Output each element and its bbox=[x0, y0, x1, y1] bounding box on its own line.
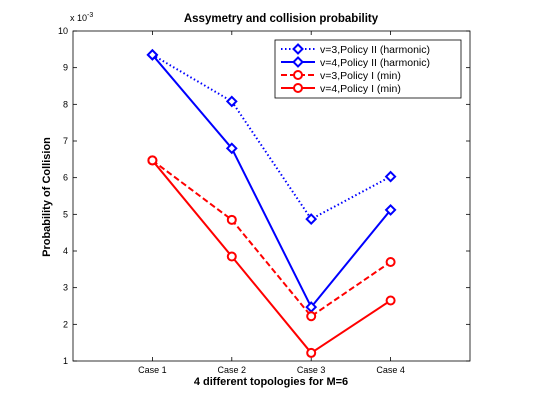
legend-marker-3 bbox=[293, 83, 303, 93]
y-multiplier-base: x 10 bbox=[70, 13, 87, 23]
legend-marker-0 bbox=[292, 43, 304, 55]
y-tick-label-2: 3 bbox=[63, 283, 68, 293]
series-0-point-2 bbox=[225, 95, 238, 108]
series-3-point-2 bbox=[226, 251, 237, 262]
y-tick-label-1: 2 bbox=[63, 319, 68, 329]
legend-label-3: v=4,Policy I (min) bbox=[320, 83, 401, 95]
series-3-point-4 bbox=[385, 295, 396, 306]
y-tick-label-7: 8 bbox=[63, 99, 68, 109]
series-1-point-2 bbox=[225, 142, 238, 155]
x-tick-label-1: Case 1 bbox=[138, 365, 167, 375]
legend-label-2: v=3,Policy I (min) bbox=[320, 70, 401, 82]
series-1-point-1 bbox=[146, 48, 159, 61]
chart-title: Assymetry and collision probability bbox=[184, 13, 379, 25]
y-tick-label-8: 9 bbox=[63, 63, 68, 73]
series-line-2 bbox=[151, 159, 392, 318]
y-tick-label-6: 7 bbox=[63, 136, 68, 146]
series-layer bbox=[146, 48, 397, 358]
series-0-point-4 bbox=[384, 170, 397, 183]
legend-marker-1 bbox=[292, 56, 304, 68]
legend-label-0: v=3,Policy II (harmonic) bbox=[320, 44, 430, 56]
series-2-point-2 bbox=[226, 214, 237, 225]
series-3 bbox=[147, 155, 396, 358]
y-tick-label-3: 4 bbox=[63, 246, 68, 256]
x-tick-label-4: Case 4 bbox=[376, 365, 405, 375]
y-multiplier: x 10-3 bbox=[70, 12, 93, 23]
x-tick-label-3: Case 3 bbox=[297, 365, 326, 375]
series-0-point-3 bbox=[305, 213, 318, 226]
series-1-point-4 bbox=[384, 204, 397, 216]
legend: v=3,Policy II (harmonic)v=4,Policy II (h… bbox=[274, 39, 462, 99]
series-3-point-1 bbox=[147, 155, 158, 166]
x-tick-label-2: Case 2 bbox=[218, 365, 247, 375]
series-line-1 bbox=[151, 54, 392, 309]
x-axis-label: 4 different topologies for M=6 bbox=[194, 376, 348, 388]
series-2-point-4 bbox=[385, 257, 396, 267]
legend-marker-2 bbox=[293, 70, 303, 80]
series-2-point-3 bbox=[306, 311, 317, 322]
y-tick-label-0: 1 bbox=[63, 356, 68, 366]
series-line-3 bbox=[151, 159, 392, 354]
axis-ticks: 1 2 3 4 5 6 7 8 9 10 Case 1 Case 2 Case 3 Case 4 bbox=[58, 26, 470, 375]
y-axis-label: Probability of Collision bbox=[41, 137, 53, 257]
y-tick-label-5: 6 bbox=[63, 173, 68, 183]
y-multiplier-exponent: -3 bbox=[87, 12, 93, 19]
y-tick-label-9: 10 bbox=[58, 26, 68, 36]
legend-label-1: v=4,Policy II (harmonic) bbox=[320, 57, 430, 69]
series-3-point-3 bbox=[306, 347, 317, 358]
y-tick-label-4: 5 bbox=[63, 209, 68, 219]
